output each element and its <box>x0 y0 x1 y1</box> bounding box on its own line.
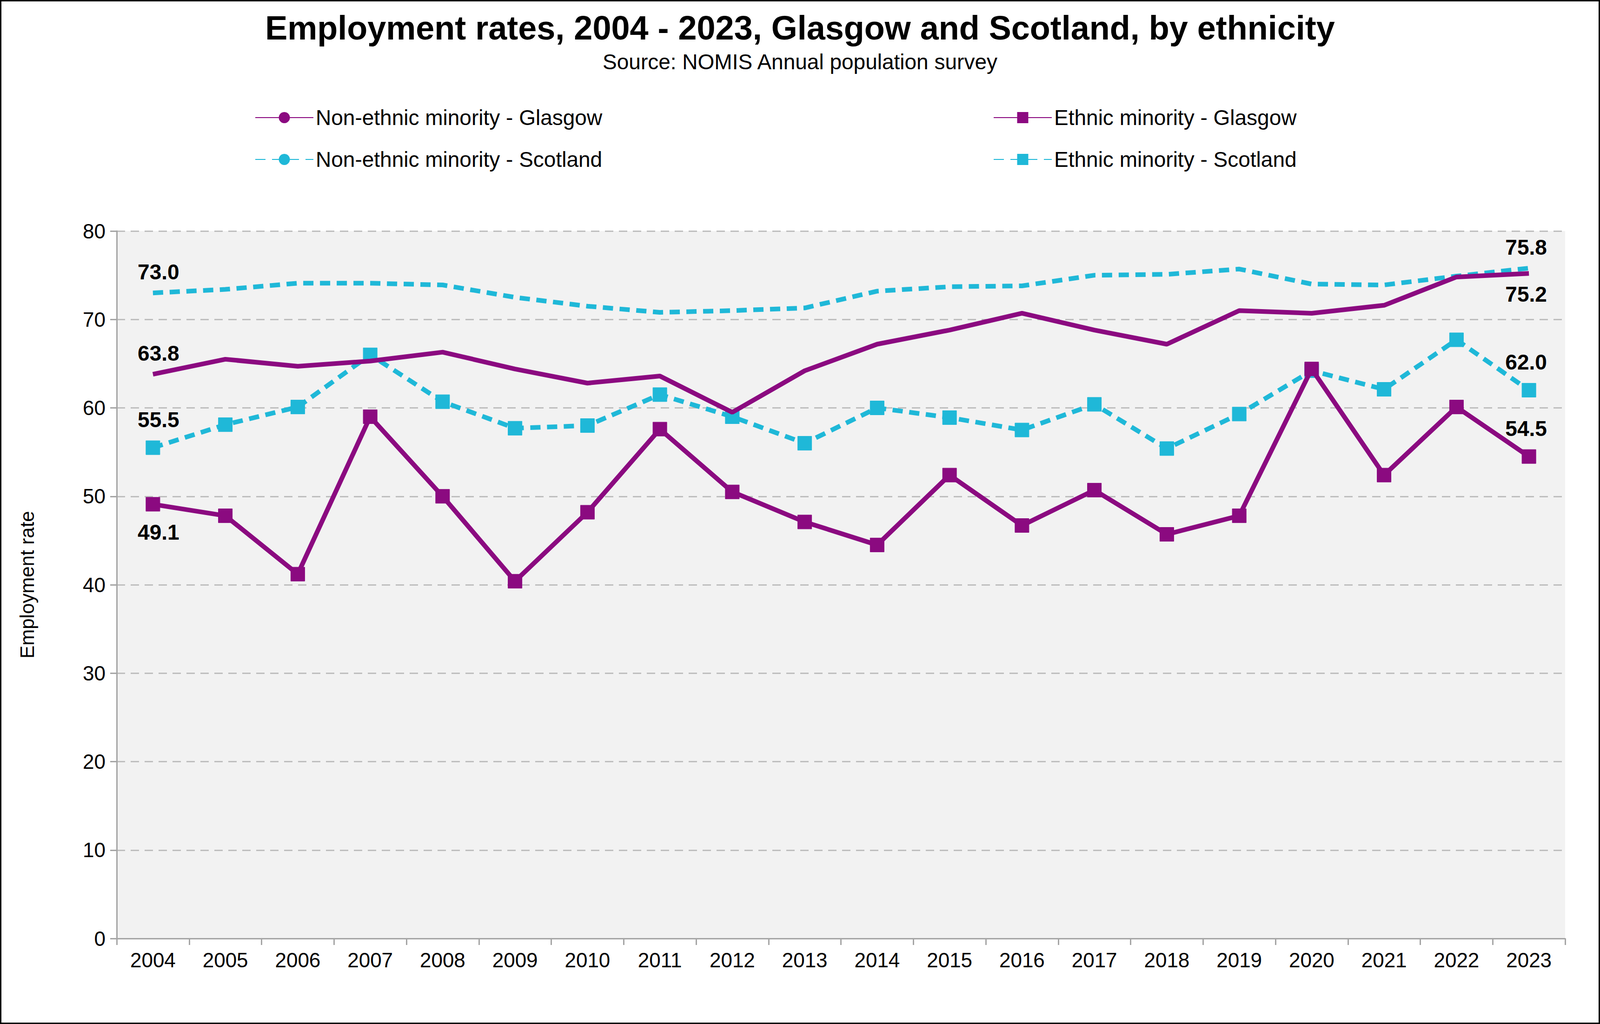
svg-text:0: 0 <box>94 927 106 951</box>
svg-text:2017: 2017 <box>1071 949 1118 972</box>
svg-text:2011: 2011 <box>637 949 683 972</box>
svg-text:Source: NOMIS Annual populatio: Source: NOMIS Annual population survey <box>602 49 998 74</box>
svg-text:2004: 2004 <box>130 949 176 972</box>
svg-text:70: 70 <box>82 308 106 332</box>
svg-text:2023: 2023 <box>1506 949 1552 972</box>
svg-text:54.5: 54.5 <box>1505 416 1547 441</box>
svg-text:2007: 2007 <box>347 949 393 972</box>
svg-text:Non-ethnic minority - Glasgow: Non-ethnic minority - Glasgow <box>315 105 603 130</box>
svg-text:2015: 2015 <box>926 949 973 972</box>
svg-text:2013: 2013 <box>782 949 828 972</box>
svg-text:2018: 2018 <box>1143 949 1190 972</box>
svg-text:20: 20 <box>82 750 106 774</box>
svg-text:10: 10 <box>82 838 106 862</box>
svg-text:50: 50 <box>82 484 106 508</box>
svg-text:60: 60 <box>82 396 106 420</box>
svg-text:80: 80 <box>82 219 106 243</box>
svg-text:49.1: 49.1 <box>137 520 180 545</box>
svg-text:Employment rate: Employment rate <box>16 511 39 659</box>
svg-text:62.0: 62.0 <box>1505 350 1547 375</box>
svg-text:2016: 2016 <box>999 949 1045 972</box>
svg-text:63.8: 63.8 <box>137 341 180 366</box>
svg-text:75.8: 75.8 <box>1505 235 1547 260</box>
svg-text:2009: 2009 <box>492 949 538 972</box>
svg-text:55.5: 55.5 <box>137 407 180 432</box>
svg-text:2006: 2006 <box>274 949 321 972</box>
svg-text:Ethnic minority - Glasgow: Ethnic minority - Glasgow <box>1054 105 1297 130</box>
svg-text:2020: 2020 <box>1288 949 1335 972</box>
svg-text:Ethnic minority - Scotland: Ethnic minority - Scotland <box>1054 147 1297 172</box>
svg-text:2008: 2008 <box>419 949 466 972</box>
svg-text:2019: 2019 <box>1216 949 1262 972</box>
svg-text:40: 40 <box>82 573 106 597</box>
svg-text:73.0: 73.0 <box>137 259 180 285</box>
svg-text:2012: 2012 <box>709 949 756 972</box>
svg-text:75.2: 75.2 <box>1505 282 1547 307</box>
svg-text:2021: 2021 <box>1361 949 1408 972</box>
svg-text:2005: 2005 <box>202 949 249 972</box>
svg-text:Employment rates, 2004 - 2023,: Employment rates, 2004 - 2023, Glasgow a… <box>265 9 1335 47</box>
svg-text:Non-ethnic minority - Scotland: Non-ethnic minority - Scotland <box>315 147 603 172</box>
svg-text:30: 30 <box>82 662 106 685</box>
svg-text:2022: 2022 <box>1433 949 1480 972</box>
svg-text:2014: 2014 <box>854 949 900 972</box>
svg-text:2010: 2010 <box>564 949 611 972</box>
